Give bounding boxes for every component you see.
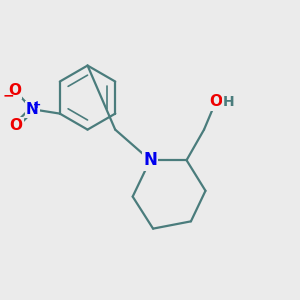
Text: −: − [2, 88, 14, 102]
Text: N: N [143, 151, 157, 169]
Text: N: N [26, 102, 39, 117]
Text: H: H [223, 95, 235, 109]
Text: +: + [33, 100, 41, 110]
Text: O: O [8, 83, 21, 98]
Text: O: O [10, 118, 23, 133]
Text: O: O [209, 94, 222, 110]
